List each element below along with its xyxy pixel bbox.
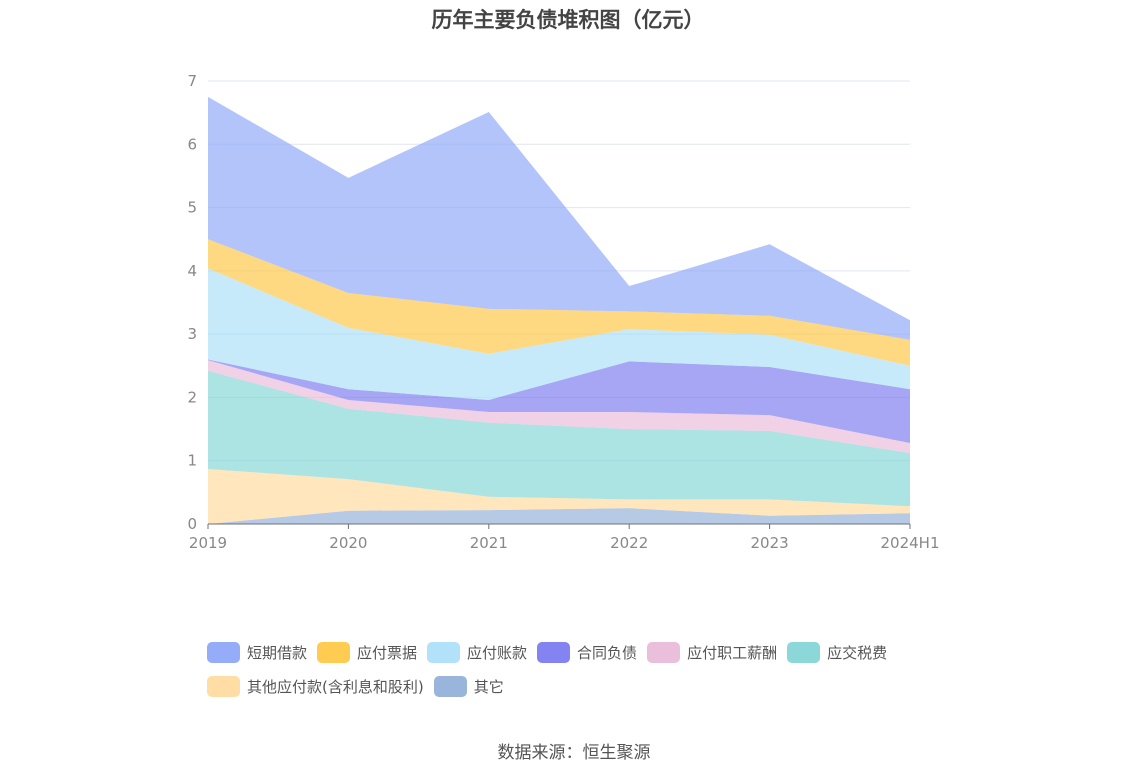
y-tick-label: 3: [187, 325, 197, 343]
legend-swatch: [433, 675, 467, 697]
y-tick-label: 0: [187, 515, 197, 533]
legend-swatch: [647, 641, 681, 663]
y-tick-label: 7: [187, 72, 197, 90]
legend-label: 应付账款: [467, 643, 528, 662]
legend-label: 短期借款: [247, 643, 308, 662]
legend-swatch: [207, 641, 240, 663]
legend-label: 其他应付款(含利息和股利): [247, 677, 424, 696]
area-6: [208, 239, 910, 366]
legend-swatch: [317, 641, 351, 663]
legend-swatch: [427, 641, 461, 663]
legend-swatch: [787, 641, 821, 663]
x-tick-label: 2019: [189, 534, 227, 552]
legend-item[interactable]: 应付票据: [317, 640, 417, 664]
x-tick-label: 2020: [329, 534, 367, 552]
y-tick-label: 5: [187, 199, 197, 217]
chart-title: 历年主要负债堆积图（亿元）: [431, 8, 705, 32]
area-1: [208, 468, 910, 524]
y-tick-label: 6: [187, 135, 197, 153]
legend-label: 应付职工薪酬: [687, 643, 778, 662]
legend-item[interactable]: 应付账款: [427, 640, 527, 664]
area-5: [208, 268, 910, 400]
area-4: [208, 359, 910, 443]
legend: 短期借款 应付票据 应付账款 合同负债 应付职工薪酬 应交税费其他应付款(含利息和股利) 其…: [207, 640, 967, 708]
data-source: 数据来源：恒生聚源: [497, 743, 651, 763]
legend-swatch: [537, 641, 571, 663]
area-3: [208, 360, 910, 454]
legend-label: 应付票据: [357, 643, 418, 662]
legend-item[interactable]: 应交税费: [787, 640, 887, 664]
legend-label: 其它: [473, 677, 504, 696]
legend-label: 合同负债: [577, 643, 638, 662]
legend-item[interactable]: 合同负债: [537, 640, 637, 664]
legend-item[interactable]: 应付职工薪酬: [647, 640, 777, 664]
x-tick-label: 2024H1: [881, 534, 940, 552]
area-0: [208, 508, 910, 524]
legend-item[interactable]: 短期借款: [207, 640, 307, 664]
x-tick-label: 2021: [470, 534, 508, 552]
legend-label: 应交税费: [827, 643, 888, 662]
legend-swatch: [207, 675, 240, 697]
legend-item[interactable]: 其他应付款(含利息和股利): [207, 674, 424, 698]
area-7: [208, 96, 910, 340]
area-2: [208, 370, 910, 507]
y-tick-label: 4: [187, 262, 197, 280]
x-tick-label: 2023: [751, 534, 789, 552]
y-tick-label: 1: [187, 452, 197, 470]
y-tick-label: 2: [187, 388, 197, 406]
legend-item[interactable]: 其它: [433, 674, 504, 698]
x-tick-label: 2022: [610, 534, 648, 552]
